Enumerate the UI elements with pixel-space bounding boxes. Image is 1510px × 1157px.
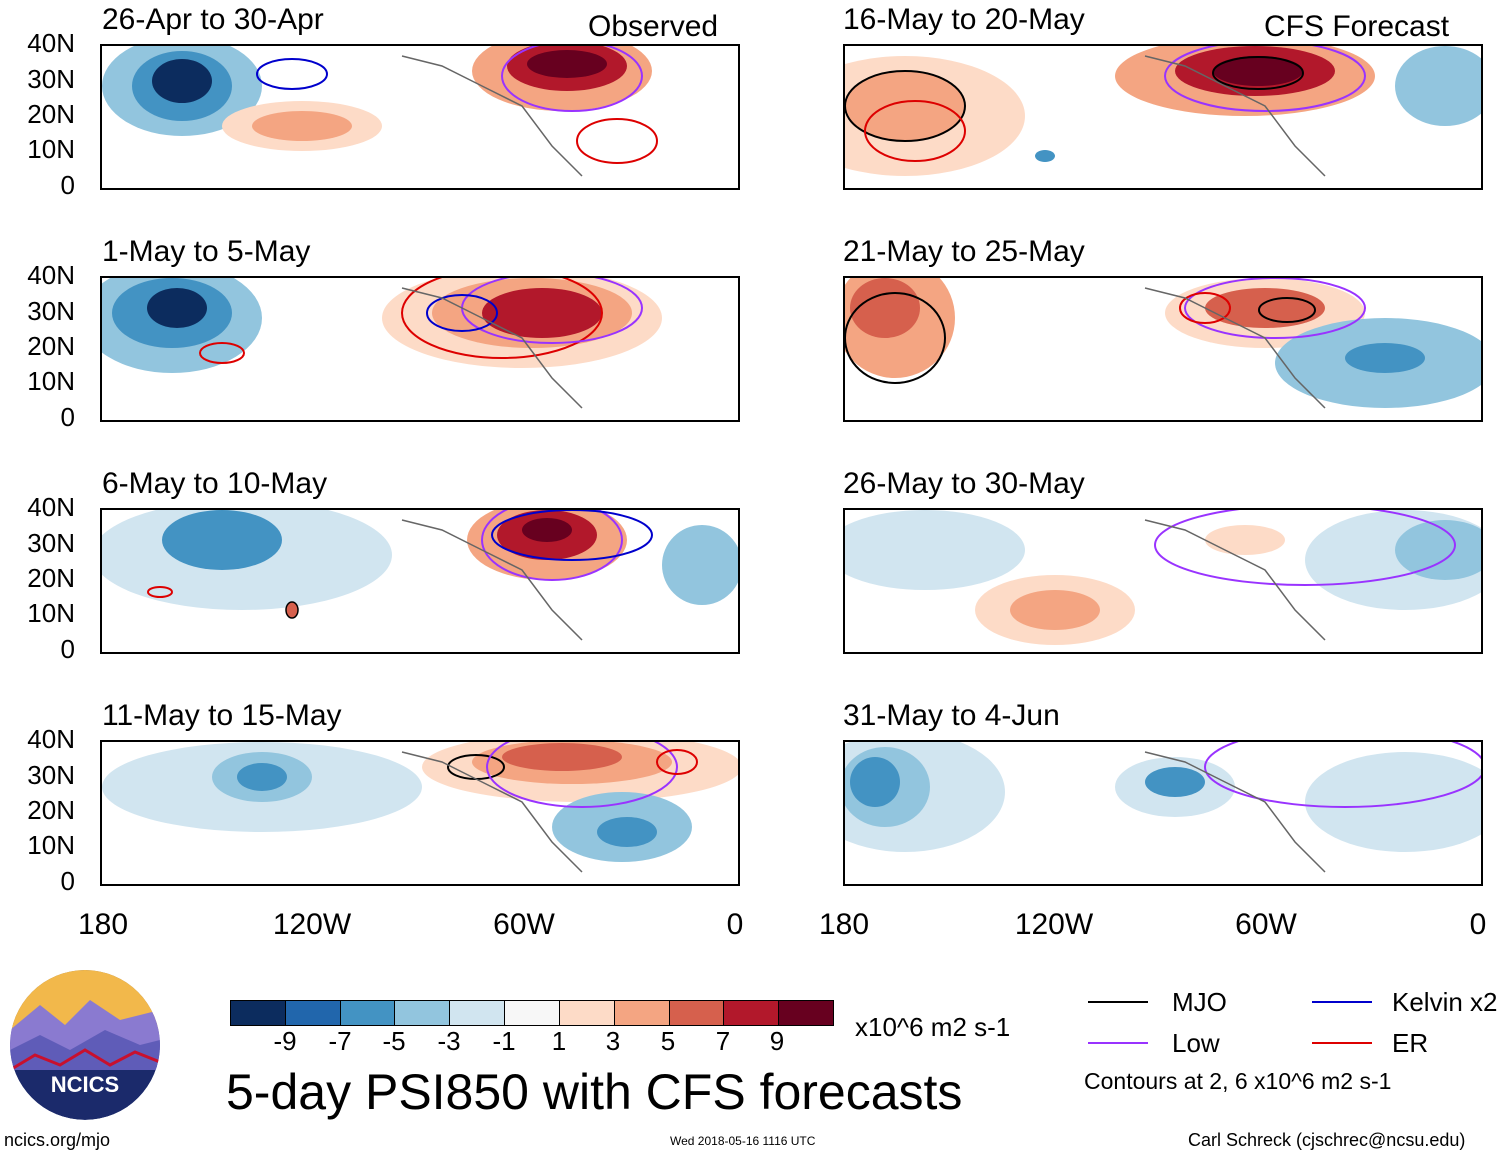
lat-label: 0 xyxy=(60,634,75,664)
legend-label-mjo: MJO xyxy=(1172,987,1227,1017)
lat-label: 20N xyxy=(27,563,75,593)
colorbar-units: x10^6 m2 s-1 xyxy=(855,1012,1011,1042)
legend-label-low: Low xyxy=(1172,1028,1220,1058)
colorbar-bin xyxy=(724,1001,780,1025)
lon-label: 120W xyxy=(1014,908,1094,941)
ncics-logo: NCICS xyxy=(10,970,160,1120)
lat-label: 40N xyxy=(27,28,75,58)
colorbar-tick: -3 xyxy=(437,1026,461,1056)
colorbar-tick: 1 xyxy=(551,1026,567,1056)
lat-label: 20N xyxy=(27,99,75,129)
lon-label: 60W xyxy=(1235,908,1297,941)
panel-title-8: 31-May to 4-Jun xyxy=(843,699,1060,732)
contours-note: Contours at 2, 6 x10^6 m2 s-1 xyxy=(1084,1068,1392,1094)
colorbar-tick: 7 xyxy=(715,1026,731,1056)
legend-line-mjo xyxy=(1088,1001,1148,1003)
map-panel-8 xyxy=(843,740,1483,886)
colorbar-tick: -5 xyxy=(382,1026,406,1056)
lat-label: 30N xyxy=(27,296,75,326)
lat-label: 10N xyxy=(27,366,75,396)
colorbar-bin xyxy=(505,1001,560,1025)
footer-url[interactable]: ncics.org/mjo xyxy=(4,1130,111,1150)
colorbar-bin xyxy=(340,1001,396,1025)
panel-title-2: 1-May to 5-May xyxy=(102,235,311,268)
colorbar-tick: -7 xyxy=(328,1026,352,1056)
map-panel-3 xyxy=(100,508,740,654)
colorbar-bin xyxy=(779,1001,833,1025)
map-panel-4 xyxy=(100,740,740,886)
legend-line-er xyxy=(1312,1042,1372,1044)
lat-label: 30N xyxy=(27,64,75,94)
lon-label: 60W xyxy=(493,908,555,941)
footer-timestamp: Wed 2018-05-16 1116 UTC xyxy=(670,1134,816,1148)
colorbar-tick: 9 xyxy=(769,1026,785,1056)
lat-label: 30N xyxy=(27,528,75,558)
panel-title-7: 26-May to 30-May xyxy=(843,467,1085,500)
lat-label: 40N xyxy=(27,260,75,290)
panel-title-3: 6-May to 10-May xyxy=(102,467,328,500)
lat-label: 20N xyxy=(27,795,75,825)
map-panel-5 xyxy=(843,44,1483,190)
lat-label: 20N xyxy=(27,331,75,361)
lat-label: 10N xyxy=(27,598,75,628)
map-panel-1 xyxy=(100,44,740,190)
legend-label-kelvin: Kelvin x2 xyxy=(1392,987,1498,1017)
legend-line-kelvin xyxy=(1312,1001,1372,1003)
lon-label: 0 xyxy=(726,908,744,941)
figure-title: 5-day PSI850 with CFS forecasts xyxy=(226,1064,963,1120)
colorbar-bin xyxy=(450,1001,506,1025)
colorbar-tick: -9 xyxy=(273,1026,297,1056)
lat-label: 0 xyxy=(60,170,75,200)
legend-line-low xyxy=(1088,1042,1148,1044)
lat-label: 40N xyxy=(27,724,75,754)
legend-label-er: ER xyxy=(1392,1028,1429,1058)
colorbar-tick: -1 xyxy=(492,1026,516,1056)
forecast-label: CFS Forecast xyxy=(1264,10,1450,43)
map-panel-7 xyxy=(843,508,1483,654)
panel-title-4: 11-May to 15-May xyxy=(102,699,342,732)
lon-label: 180 xyxy=(77,908,129,941)
observed-label: Observed xyxy=(588,10,719,43)
colorbar-bin xyxy=(559,1001,615,1025)
lat-label: 40N xyxy=(27,492,75,522)
lon-label: 180 xyxy=(818,908,870,941)
lon-label: 0 xyxy=(1469,908,1487,941)
colorbar xyxy=(230,1000,834,1026)
logo-text: NCICS xyxy=(51,1072,119,1097)
colorbar-tick: 3 xyxy=(605,1026,621,1056)
lat-label: 10N xyxy=(27,830,75,860)
colorbar-tick: 5 xyxy=(660,1026,676,1056)
panel-title-1: 26-Apr to 30-Apr xyxy=(102,3,324,36)
lon-label: 120W xyxy=(272,908,352,941)
map-panel-2 xyxy=(100,276,740,422)
colorbar-bin xyxy=(231,1001,286,1025)
colorbar-bin xyxy=(669,1001,725,1025)
footer-credit: Carl Schreck (cjschrec@ncsu.edu) xyxy=(1188,1130,1466,1150)
lat-label: 30N xyxy=(27,760,75,790)
map-panel-6 xyxy=(843,276,1483,422)
colorbar-bin xyxy=(614,1001,670,1025)
lat-label: 10N xyxy=(27,134,75,164)
colorbar-bin xyxy=(285,1001,341,1025)
lat-label: 0 xyxy=(60,866,75,896)
panel-title-6: 21-May to 25-May xyxy=(843,235,1085,268)
lat-label: 0 xyxy=(60,402,75,432)
panel-title-5: 16-May to 20-May xyxy=(843,3,1085,36)
colorbar-bin xyxy=(395,1001,451,1025)
